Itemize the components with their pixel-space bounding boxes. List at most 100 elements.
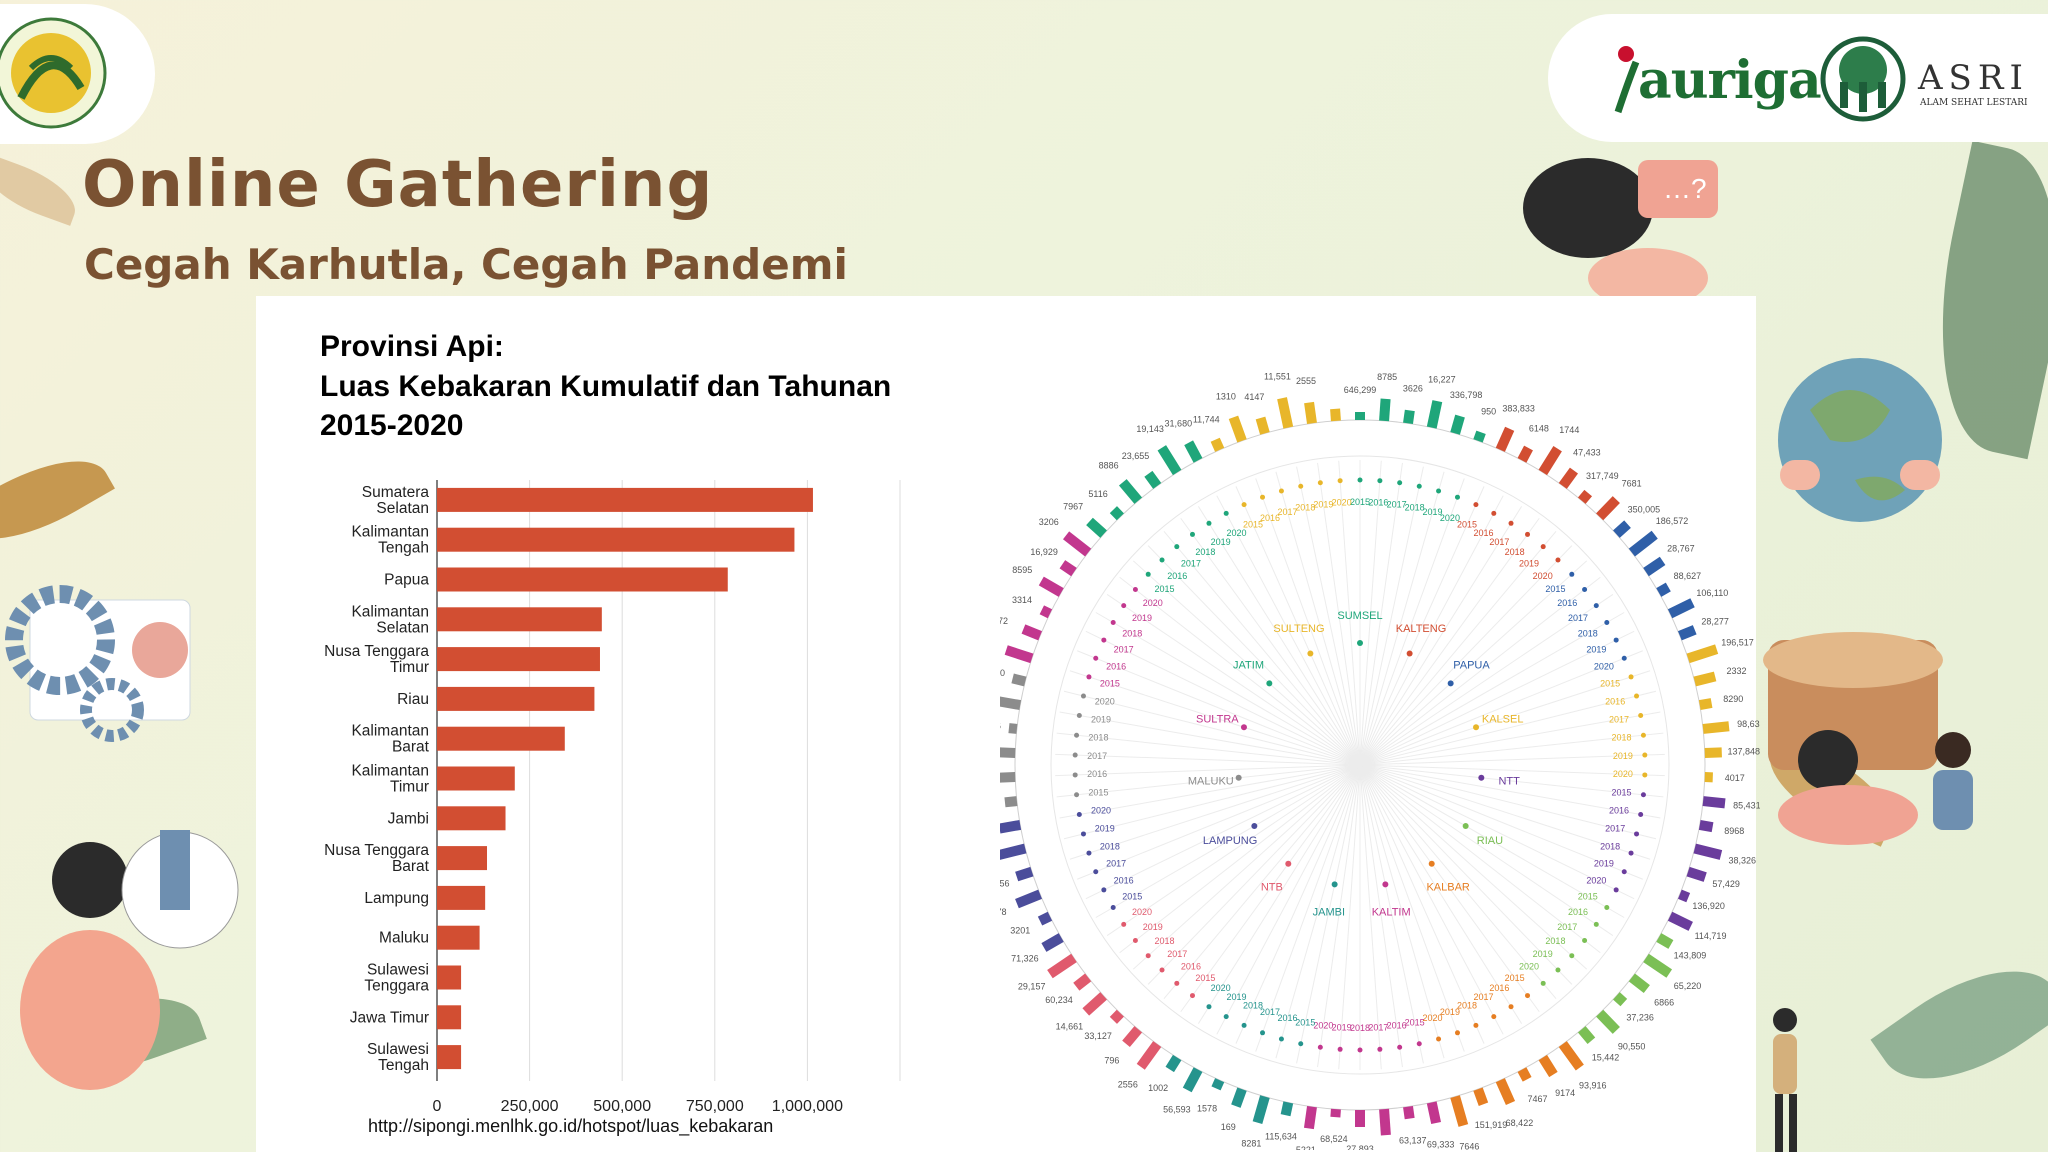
radial-bar — [1015, 889, 1042, 909]
year-label: 2016 — [1087, 769, 1107, 779]
radial-spoke — [1317, 764, 1361, 1068]
year-label: 2016 — [1181, 961, 1201, 971]
year-label: 2019 — [1586, 645, 1606, 655]
year-dot — [1074, 732, 1080, 738]
radial-spoke — [1275, 764, 1361, 1059]
year-label: 2017 — [1557, 922, 1577, 932]
year-dot — [1189, 531, 1195, 537]
x-tick-label: 500,000 — [593, 1098, 651, 1115]
radial-bar — [1656, 933, 1674, 949]
radial-bar — [1667, 598, 1695, 619]
category-label: Selatan — [376, 619, 429, 636]
radial-value-label: 60,234 — [1045, 995, 1073, 1005]
year-label: 2016 — [1106, 661, 1126, 671]
year-dot — [1241, 502, 1247, 508]
province-dot — [1285, 860, 1292, 867]
radial-value-label: 7646 — [1459, 1142, 1479, 1150]
radial-spoke — [1359, 594, 1614, 766]
year-label: 2020 — [1132, 907, 1152, 917]
radial-value-label: 14,906 — [1000, 721, 1001, 731]
auriga-logo-mark — [1614, 46, 1640, 114]
radial-value-label: 68,422 — [1506, 1118, 1534, 1128]
year-label: 2015 — [1088, 787, 1108, 797]
radial-bar — [1613, 520, 1631, 538]
radial-bar — [1004, 796, 1018, 808]
inner-ring — [1050, 455, 1670, 1075]
year-dot — [1317, 1044, 1323, 1050]
radial-spoke — [1069, 764, 1361, 860]
radial-bar — [1678, 625, 1697, 641]
year-dot — [1582, 937, 1588, 943]
radial-value-label: 15,156 — [1000, 878, 1010, 888]
category-label: Jambi — [388, 810, 429, 827]
year-dot — [1132, 587, 1138, 593]
radial-bar — [1678, 889, 1691, 903]
year-dot — [1642, 772, 1648, 778]
radial-spoke — [1359, 462, 1403, 766]
year-dot — [1593, 603, 1599, 609]
bar — [437, 527, 795, 552]
radial-spoke — [1359, 506, 1523, 766]
year-label: 2018 — [1088, 733, 1108, 743]
radial-spoke — [1055, 753, 1361, 766]
year-label: 2019 — [1091, 714, 1111, 724]
radial-spoke — [1359, 478, 1465, 766]
radial-bar — [1303, 1105, 1317, 1130]
radial-value-label: 950 — [1481, 407, 1496, 417]
chart-heading-line3: 2015-2020 — [320, 409, 464, 442]
radial-value-label: 11,551 — [1264, 372, 1291, 382]
radial-spoke — [1119, 576, 1361, 766]
radial-bar — [1118, 479, 1143, 504]
year-dot — [1613, 637, 1619, 643]
province-dot — [1251, 823, 1258, 829]
year-dot — [1397, 1044, 1403, 1050]
radial-bar — [1039, 605, 1053, 619]
year-label: 2017 — [1106, 859, 1126, 869]
radial-spoke — [1359, 495, 1504, 766]
radial-bar — [1379, 1108, 1391, 1136]
radial-value-label: 31,680 — [1165, 418, 1193, 428]
radial-value-label: 37,236 — [1626, 1012, 1654, 1022]
radial-value-label: 115,634 — [1265, 1132, 1297, 1142]
auriga-logo-text: auriga — [1638, 50, 1822, 111]
radial-spoke — [1180, 517, 1361, 766]
decorative-leaf — [0, 154, 84, 226]
year-label: 2016 — [1568, 907, 1588, 917]
radial-bar — [1426, 400, 1443, 429]
radial-spoke — [1069, 670, 1361, 766]
year-dot — [1540, 544, 1546, 550]
bar — [437, 1005, 462, 1030]
year-dot — [1206, 520, 1212, 526]
year-dot — [1491, 1014, 1497, 1020]
year-dot — [1093, 869, 1099, 875]
radial-value-label: 6866 — [1654, 998, 1674, 1008]
year-label: 2020 — [1533, 571, 1553, 581]
radial-bar — [1304, 401, 1317, 425]
radial-spoke — [1359, 471, 1445, 766]
year-label: 2020 — [1095, 696, 1115, 706]
radial-spoke — [1359, 711, 1661, 766]
bar — [437, 925, 480, 950]
province-label: SULTRA — [1196, 714, 1239, 726]
radial-value-label: 16,929 — [1030, 547, 1058, 557]
province-dot — [1382, 881, 1389, 888]
province-dot — [1240, 724, 1247, 731]
radial-bar — [1698, 698, 1713, 711]
radial-bar — [1450, 1095, 1469, 1127]
svg-text:…?: …? — [1663, 173, 1707, 204]
radial-spoke — [1197, 506, 1361, 766]
province-label: NTT — [1498, 776, 1520, 788]
radial-bar — [1538, 1054, 1558, 1078]
year-label: 2018 — [1457, 1000, 1477, 1010]
year-dot — [1080, 693, 1086, 699]
category-label: Riau — [397, 691, 429, 708]
radial-value-label: 71,326 — [1011, 954, 1039, 964]
radial-spoke — [1055, 764, 1361, 777]
year-label: 2020 — [1519, 961, 1539, 971]
radial-value-label: 85,431 — [1733, 801, 1760, 811]
radial-value-label: 8595 — [1012, 565, 1032, 575]
year-dot — [1072, 772, 1078, 778]
radial-bar — [1211, 1078, 1225, 1091]
radial-bar — [1144, 470, 1162, 489]
radial-spoke — [1235, 486, 1361, 766]
